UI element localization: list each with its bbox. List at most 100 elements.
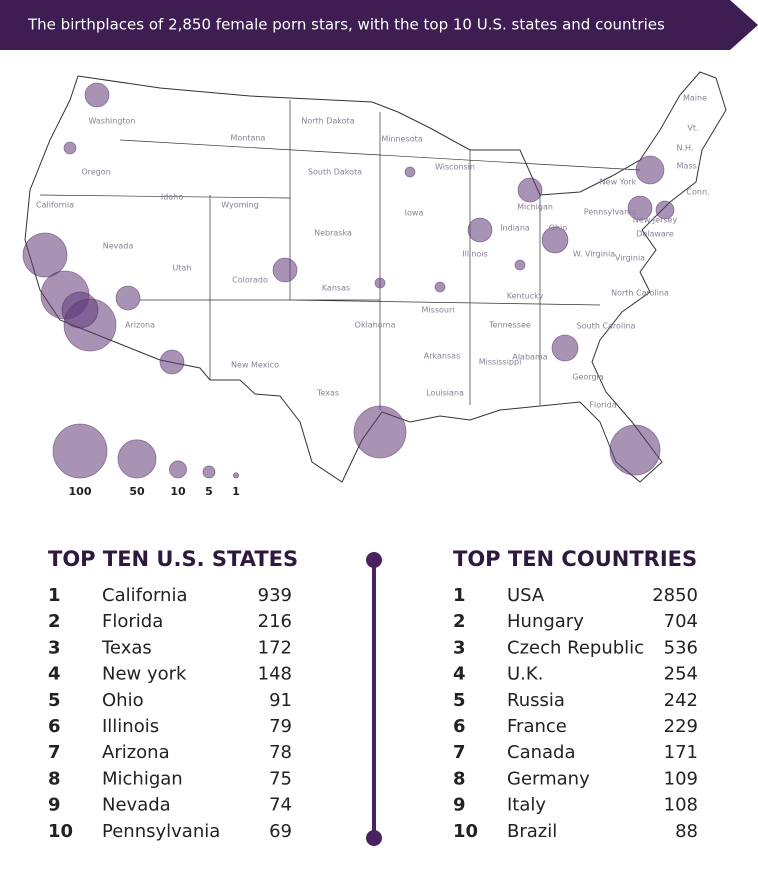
state-label: Louisiana (426, 389, 464, 398)
state-label: Oklahoma (355, 321, 396, 330)
state-label: New York (600, 178, 637, 187)
count: 242 (664, 690, 698, 711)
count: 2850 (652, 585, 698, 606)
state-label: New Mexico (231, 361, 279, 370)
legend-bubble (202, 465, 216, 479)
state-label: South Carolina (577, 322, 636, 331)
legend-label: 1 (232, 485, 240, 498)
legend-bubble (117, 439, 157, 479)
legend-label: 100 (69, 485, 92, 498)
name: Florida (102, 611, 163, 632)
rank: 8 (48, 768, 61, 789)
state-label: California (36, 201, 74, 210)
state-label: Virginia (615, 254, 645, 263)
state-label: Mississippi (479, 358, 522, 367)
rank: 6 (48, 716, 61, 737)
state-label: Kansas (322, 284, 350, 293)
count: 91 (269, 690, 292, 711)
legend-label: 5 (205, 485, 213, 498)
state-label: Tennessee (488, 321, 531, 330)
name: Italy (507, 795, 546, 816)
name: Brazil (507, 821, 557, 842)
state-label: Nebraska (314, 229, 352, 238)
count: 108 (664, 795, 698, 816)
rank: 2 (453, 611, 466, 632)
count: 536 (664, 637, 698, 658)
state-label: Maine (683, 94, 707, 103)
state-label: Nevada (103, 242, 134, 251)
name: Ohio (102, 690, 144, 711)
state-label: New Jersey (633, 216, 678, 225)
name: New york (102, 664, 187, 685)
state-label: Florida (589, 401, 616, 410)
name: Pennsylvania (102, 821, 220, 842)
state-label: Oregon (81, 168, 110, 177)
count: 75 (269, 768, 292, 789)
rank: 10 (48, 821, 73, 842)
state-label: Conn. (686, 188, 709, 197)
rank: 9 (453, 795, 466, 816)
name: Czech Republic (507, 637, 644, 658)
count: 79 (269, 716, 292, 737)
state-label: Colorado (232, 276, 268, 285)
state-label: Missouri (422, 306, 455, 315)
state-label: Kentucky (507, 292, 544, 301)
state-label: Idaho (161, 193, 183, 202)
name: U.K. (507, 664, 543, 685)
legend-bubble (52, 423, 108, 479)
state-label: Michigan (517, 203, 553, 212)
legend-label: 10 (170, 485, 186, 498)
state-label: N.H. (677, 144, 694, 153)
count: 109 (664, 768, 698, 789)
state-label: Wyoming (221, 201, 259, 210)
count: 172 (258, 637, 292, 658)
divider-dot (366, 552, 382, 568)
name: California (102, 585, 187, 606)
countries-title: TOP TEN COUNTRIES (453, 547, 697, 571)
name: Nevada (102, 795, 171, 816)
rank: 2 (48, 611, 61, 632)
state-label: Indiana (500, 224, 530, 233)
count: 148 (258, 664, 292, 685)
state-label: Minnesota (381, 135, 422, 144)
rank: 8 (453, 768, 466, 789)
count: 74 (269, 795, 292, 816)
count: 939 (258, 585, 292, 606)
state-label: Arkansas (424, 352, 460, 361)
state-label: Pennsylvania (584, 208, 637, 217)
count: 88 (675, 821, 698, 842)
count: 171 (664, 742, 698, 763)
rank: 1 (48, 585, 61, 606)
name: USA (507, 585, 545, 606)
state-label: Delaware (636, 230, 674, 239)
rank: 5 (48, 690, 61, 711)
legend-bubble (169, 460, 187, 479)
states-title: TOP TEN U.S. STATES (48, 547, 298, 571)
rank: 3 (453, 637, 466, 658)
count: 254 (664, 664, 698, 685)
state-borders (39, 100, 641, 410)
state-label: Iowa (405, 209, 424, 218)
state-label: Arizona (125, 321, 155, 330)
rank: 10 (453, 821, 478, 842)
state-label: Mass. (677, 162, 700, 171)
state-label: Alabama (512, 353, 547, 362)
state-label: Wisconsin (435, 163, 475, 172)
state-label: North Dakota (301, 117, 354, 126)
rank: 1 (453, 585, 466, 606)
header-title: The birthplaces of 2,850 female porn sta… (27, 16, 665, 34)
state-label: Ohio (549, 224, 568, 233)
name: Russia (507, 690, 565, 711)
count: 78 (269, 742, 292, 763)
legend-bubble (232, 472, 240, 479)
divider-dot (366, 830, 382, 846)
count: 229 (664, 716, 698, 737)
state-label: North Carolina (611, 289, 669, 298)
legend-label: 50 (129, 485, 145, 498)
rank: 4 (453, 664, 466, 685)
name: France (507, 716, 567, 737)
header-banner (0, 0, 758, 50)
count: 216 (258, 611, 292, 632)
rank: 4 (48, 664, 61, 685)
